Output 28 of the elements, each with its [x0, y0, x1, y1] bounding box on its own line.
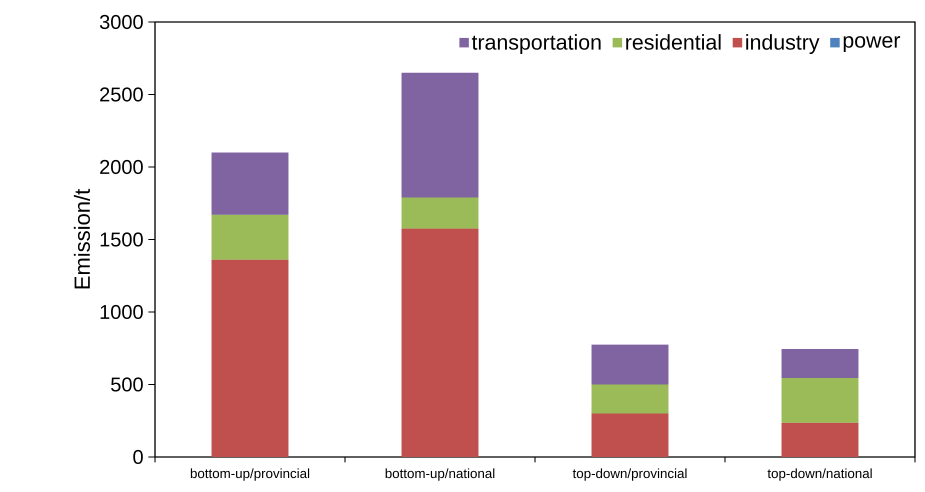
legend-label: power: [844, 36, 900, 52]
bar: [592, 413, 668, 457]
y-axis-title: Emission/t: [74, 188, 90, 288]
y-tick-label: 3000: [100, 14, 143, 30]
bar: [782, 378, 858, 423]
x-tick-label: top-down/provincial: [572, 468, 687, 481]
bar: [212, 152, 288, 215]
bar: [782, 348, 858, 378]
bar: [592, 384, 668, 414]
y-tick-label: 500: [111, 377, 143, 392]
bar: [782, 422, 858, 457]
y-tick-label: 1000: [100, 304, 143, 320]
y-tick-label: 2500: [100, 87, 143, 102]
bar: [212, 260, 288, 457]
y-tick-label: 2000: [100, 160, 143, 174]
x-tick-label: bottom-up/national: [386, 468, 494, 481]
bar: [402, 228, 478, 457]
bar: [402, 197, 478, 229]
bar: [592, 344, 668, 384]
x-tick-label: top-down/national: [768, 468, 872, 481]
y-tick-label: 0: [133, 450, 143, 464]
legend-label: industry: [746, 34, 820, 54]
legend-label: transportation: [472, 34, 601, 54]
legend-label: residential: [626, 34, 721, 50]
bar: [212, 214, 288, 260]
x-tick-label: bottom-up/provincial: [190, 468, 310, 481]
bar: [402, 72, 478, 198]
y-tick-label: 1500: [100, 232, 143, 247]
